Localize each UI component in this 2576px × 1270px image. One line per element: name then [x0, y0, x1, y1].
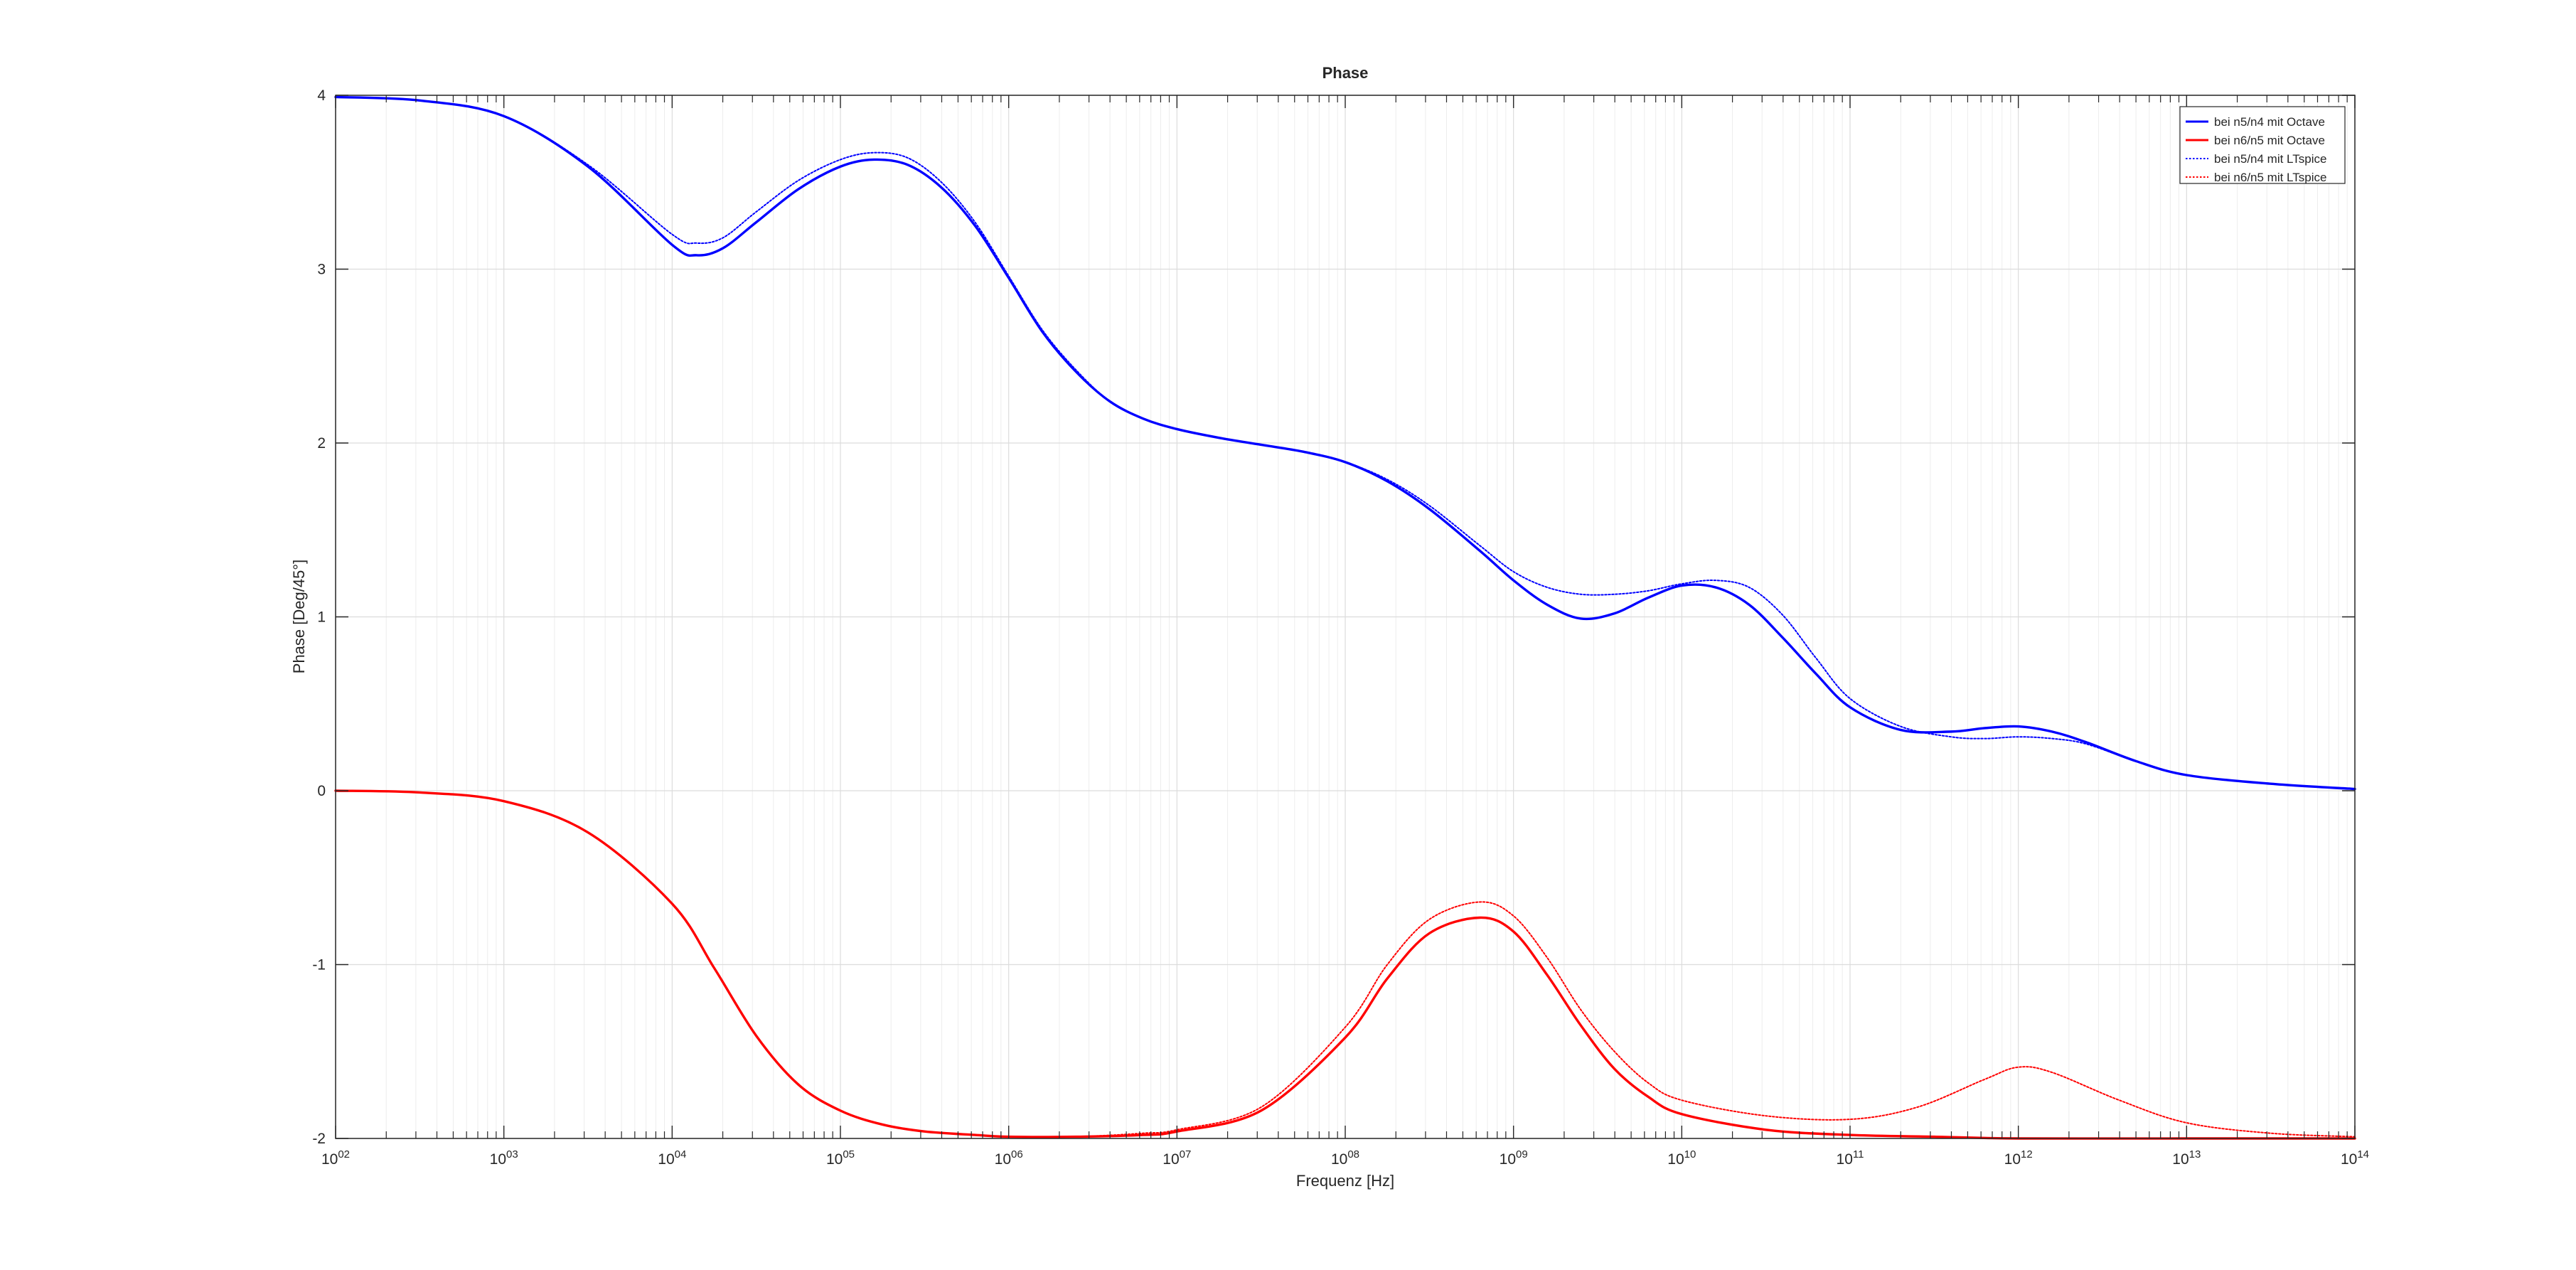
x-tick-label: 1003	[490, 1148, 518, 1168]
tick-marks	[335, 95, 2356, 1139]
series-layer	[334, 95, 2356, 1140]
series-line-3	[335, 96, 2356, 790]
y-tick-label: 1	[317, 609, 326, 626]
legend-box	[2179, 106, 2346, 184]
x-tick-label: 1010	[1667, 1148, 1696, 1168]
y-tick-labels: -2 -1 0 1 2 3 4	[312, 87, 326, 1147]
x-tick-label: 1012	[2004, 1148, 2033, 1168]
x-tick-label: 1008	[1331, 1148, 1359, 1168]
x-tick-label: 1009	[1500, 1148, 1528, 1168]
series-line-2	[334, 789, 2356, 1140]
x-tick-label: 1002	[321, 1148, 350, 1168]
legend-label-3: bei n5/n4 mit LTspice	[2214, 152, 2326, 166]
legend: bei n5/n4 mit Octave bei n6/n5 mit Octave…	[2179, 106, 2346, 184]
legend-entries: bei n5/n4 mit Octave bei n6/n5 mit Octave…	[2186, 115, 2326, 184]
x-tick-labels: 1002 1003 1004 1005 1006 1007 1008 1009 1010 1011…	[321, 1148, 2369, 1168]
x-tick-label: 1005	[826, 1148, 855, 1168]
legend-label-4: bei n6/n5 mit LTspice	[2214, 171, 2326, 184]
y-tick-label: -2	[312, 1131, 326, 1147]
x-tick-label: 1013	[2172, 1148, 2201, 1168]
legend-label-2: bei n6/n5 mit Octave	[2214, 134, 2325, 147]
x-axis-label: Frequenz [Hz]	[1296, 1172, 1394, 1190]
chart-title: Phase	[1322, 64, 1369, 82]
y-tick-label: 3	[317, 262, 326, 278]
series-line-4	[335, 790, 2356, 1138]
x-tick-label: 1011	[1837, 1148, 1864, 1168]
y-tick-label: 4	[317, 87, 326, 104]
y-tick-label: -1	[312, 957, 326, 973]
x-tick-label: 1004	[658, 1148, 686, 1168]
y-tick-label: 2	[317, 435, 326, 452]
y-axis-label: Phase [Deg/45°]	[290, 560, 308, 673]
legend-label-1: bei n5/n4 mit Octave	[2214, 115, 2325, 129]
x-tick-label: 1006	[995, 1148, 1023, 1168]
x-tick-label: 1007	[1163, 1148, 1191, 1168]
y-tick-label: 0	[317, 783, 326, 799]
x-tick-label: 1014	[2341, 1148, 2369, 1168]
